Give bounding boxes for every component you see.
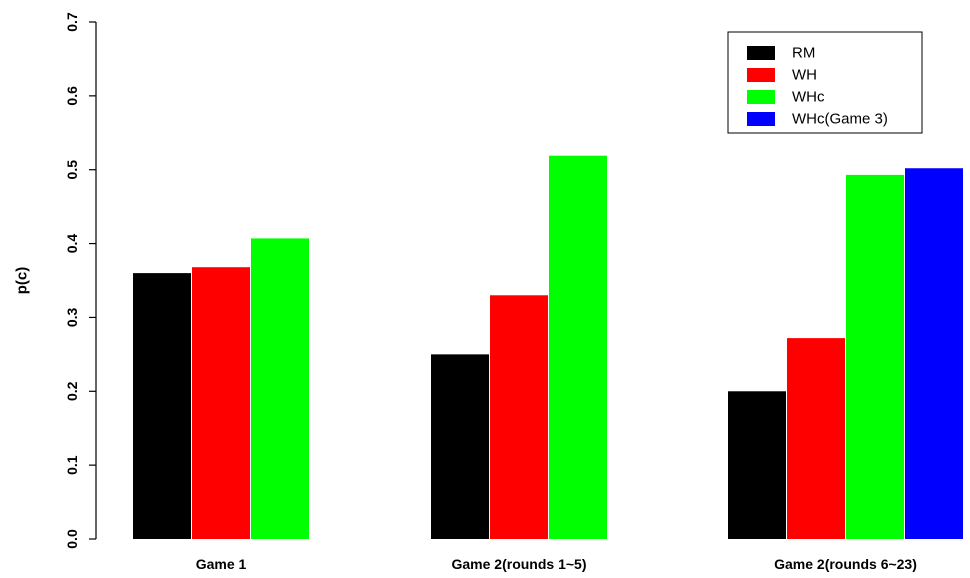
- bar-whc: [251, 238, 309, 539]
- y-tick-label: 0.5: [64, 160, 80, 180]
- y-axis: 0.0 0.1 0.2 0.3 0.4 0.5 0.6 0.7: [64, 12, 97, 549]
- category-label: Game 2(rounds 6~23): [774, 556, 917, 572]
- bar-wh: [192, 267, 250, 539]
- bar-wh: [787, 338, 845, 539]
- category-label: Game 2(rounds 1~5): [452, 556, 587, 572]
- bars: [133, 155, 963, 540]
- legend-label: WHc(Game 3): [792, 111, 888, 128]
- y-tick-label: 0.1: [64, 455, 80, 475]
- bar-rm: [133, 273, 191, 539]
- category-label: Game 1: [196, 556, 247, 572]
- bar-whc: [846, 174, 904, 540]
- y-tick-label: 0.4: [64, 234, 80, 254]
- bar-whc-game-3: [905, 168, 963, 540]
- category-labels: Game 1 Game 2(rounds 1~5) Game 2(rounds 6~…: [196, 556, 917, 572]
- legend-swatch: [747, 90, 775, 104]
- y-tick-label: 0.6: [64, 86, 80, 106]
- y-tick-label: 0.7: [64, 12, 80, 32]
- y-axis-title: p(c): [14, 267, 31, 295]
- bar-whc: [549, 155, 607, 539]
- legend-label: WH: [792, 67, 817, 84]
- legend: RM WH WHc WHc(Game 3): [727, 31, 923, 134]
- y-tick-label: 0.0: [64, 529, 80, 549]
- y-tick-label: 0.3: [64, 307, 80, 327]
- legend-swatch: [747, 46, 775, 60]
- bar-rm: [728, 391, 786, 539]
- bar-wh: [490, 295, 548, 539]
- bar-rm: [431, 354, 489, 539]
- y-tick-label: 0.2: [64, 381, 80, 401]
- legend-label: WHc: [792, 89, 825, 106]
- legend-swatch: [747, 68, 775, 82]
- legend-swatch: [747, 112, 775, 126]
- legend-label: RM: [792, 45, 815, 62]
